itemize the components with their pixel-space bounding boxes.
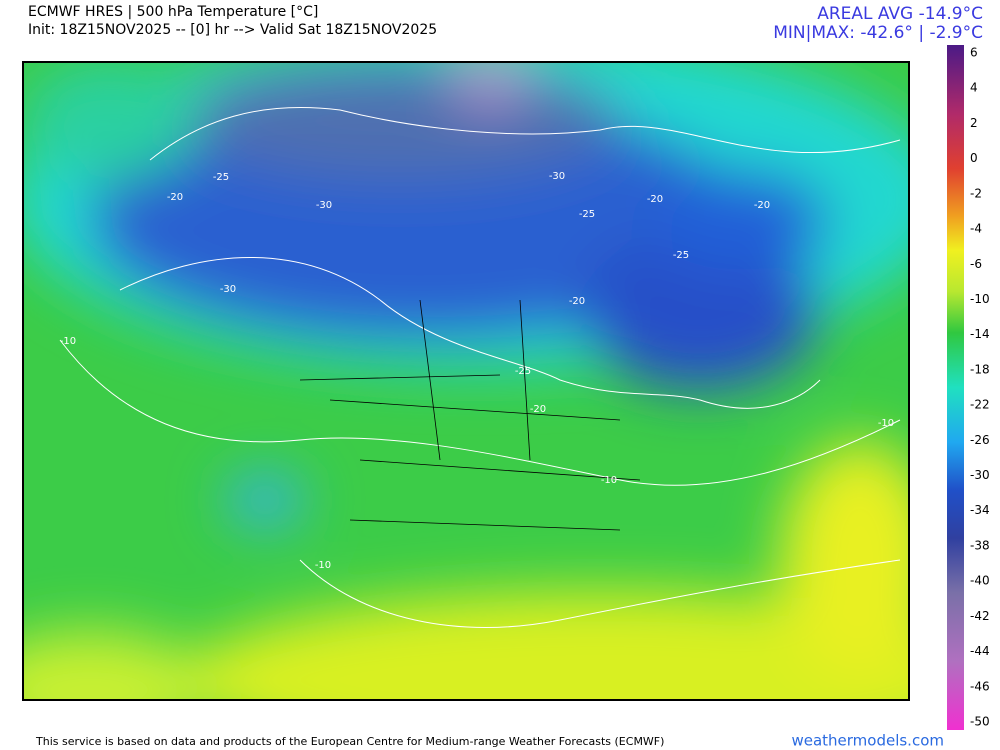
map-frame: [22, 61, 910, 701]
contour-label: -20: [530, 404, 546, 415]
colorbar-label: -10: [970, 292, 990, 306]
contour-label: -30: [220, 284, 236, 295]
colorbar-label: -26: [970, 433, 990, 447]
colorbar-label: -40: [970, 574, 990, 588]
colorbar-label: 4: [970, 81, 978, 95]
colorbar-label: -34: [970, 503, 990, 517]
title: ECMWF HRES | 500 hPa Temperature [°C]: [28, 4, 318, 20]
min-max: MIN|MAX: -42.6° | -2.9°C: [773, 23, 983, 43]
colorbar-labels: 6 4 2 0 -2 -4 -6 -10 -14 -18 -22 -26 -30 -34 -38 -40 -42…: [970, 46, 990, 729]
contour-label: -10: [878, 418, 894, 429]
contour-label: -10: [60, 336, 76, 347]
colorbar-label: -2: [970, 186, 982, 200]
contour-label: -25: [673, 250, 689, 261]
colorbar-label: -4: [970, 222, 982, 236]
site-link[interactable]: weathermodels.com: [791, 732, 944, 750]
colorbar-label: -44: [970, 644, 990, 658]
contour-label: -30: [549, 171, 565, 182]
colorbar-label: -46: [970, 679, 990, 693]
contour-label: -25: [515, 366, 531, 377]
footer-notice: This service is based on data and produc…: [35, 735, 664, 748]
contour-label: -20: [647, 194, 663, 205]
contour-label: -20: [167, 192, 183, 203]
contour-label: -25: [579, 209, 595, 220]
map: -25 -20 -30 -30 -10 -30 -25 -20 -20 -25 …: [23, 62, 909, 700]
colorbar-label: -30: [970, 468, 990, 482]
colorbar-label: 6: [970, 46, 978, 60]
contour-label: -10: [601, 475, 617, 486]
contour-label: -20: [754, 200, 770, 211]
contour-label: -20: [569, 296, 585, 307]
colorbar-label: -6: [970, 257, 982, 271]
contour-label: -25: [213, 172, 229, 183]
contour-label: -10: [315, 560, 331, 571]
init-line: Init: 18Z15NOV2025 -- [0] hr --> Valid S…: [28, 22, 437, 38]
colorbar: [947, 45, 964, 730]
colorbar-label: 2: [970, 116, 978, 130]
colorbar-label: -14: [970, 327, 990, 341]
colorbar-label: -42: [970, 609, 990, 623]
colorbar-label: -18: [970, 362, 990, 376]
contour-label: -30: [316, 200, 332, 211]
areal-avg: AREAL AVG -14.9°C: [817, 4, 983, 24]
colorbar-label: -38: [970, 538, 990, 552]
colorbar-label: -22: [970, 398, 990, 412]
colorbar-label: -50: [970, 715, 990, 729]
colorbar-label: 0: [970, 151, 978, 165]
